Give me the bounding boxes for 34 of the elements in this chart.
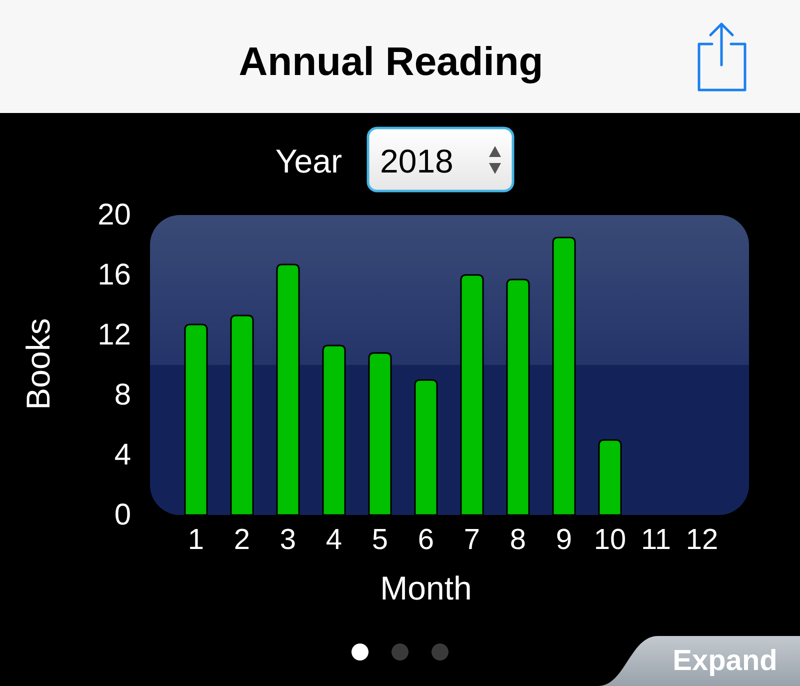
x-tick-label: 2 — [234, 524, 250, 556]
y-tick-label: 4 — [114, 438, 131, 472]
y-axis-title: Books — [20, 318, 56, 410]
x-tick-label: 1 — [188, 524, 204, 556]
bar — [368, 352, 392, 516]
x-tick-label: 4 — [326, 524, 342, 556]
x-tick-label: 7 — [464, 524, 480, 556]
y-tick-label: 8 — [114, 378, 131, 412]
bar — [230, 314, 254, 516]
y-tick-label: 12 — [98, 318, 131, 352]
y-tick-label: 16 — [98, 258, 131, 292]
x-tick-label: 3 — [280, 524, 296, 556]
text: 2018 — [380, 142, 454, 180]
bar — [184, 324, 208, 516]
x-tick-label: 6 — [418, 524, 434, 556]
y-tick-label: 0 — [114, 498, 131, 532]
bar — [506, 278, 530, 516]
chart-title: Annual Reading — [238, 40, 544, 84]
x-tick-label: 8 — [510, 524, 526, 556]
bar — [598, 439, 622, 516]
text: Year — [275, 142, 342, 180]
y-tick-label: 20 — [98, 198, 131, 232]
bar — [276, 264, 300, 516]
x-tick-label: 9 — [556, 524, 572, 556]
x-tick-label: 10 — [594, 524, 626, 556]
x-tick-label: 5 — [372, 524, 388, 556]
x-axis-title: Month — [380, 570, 472, 606]
bar — [414, 379, 438, 516]
x-tick-label: 11 — [640, 524, 672, 556]
bar — [460, 274, 484, 516]
text: Expand — [672, 645, 778, 677]
bar — [322, 344, 346, 516]
bar — [552, 236, 576, 516]
x-tick-label: 12 — [686, 524, 718, 556]
